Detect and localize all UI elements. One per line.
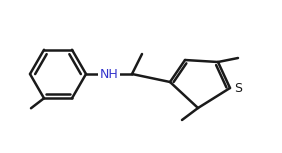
Text: NH: NH — [100, 69, 118, 82]
Text: S: S — [234, 82, 242, 95]
